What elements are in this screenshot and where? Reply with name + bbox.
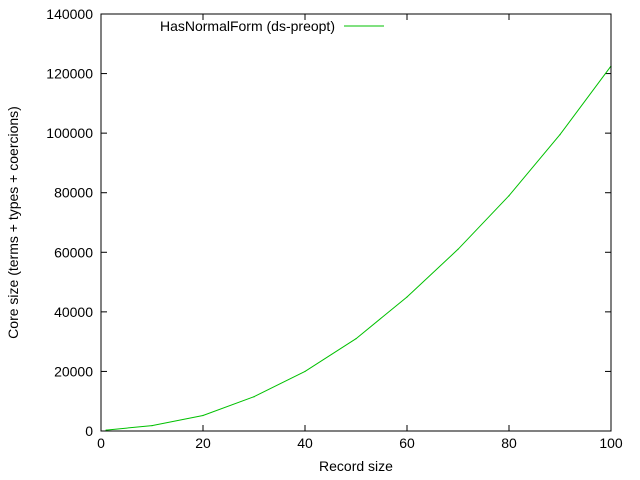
series-layer [105,65,612,431]
x-tick-label: 60 [399,435,415,451]
data-point [508,195,510,197]
data-point [202,414,204,417]
y-tick-label: 40000 [54,304,93,320]
data-point [304,370,306,373]
x-axis-label: Record size [319,458,393,474]
data-point [406,296,408,298]
data-point [457,248,459,250]
x-tick-label: 40 [297,435,313,451]
data-point [151,425,153,427]
axis-ticks [100,13,612,432]
legend: HasNormalForm (ds-preopt) [160,18,384,34]
y-tick-label: 0 [85,423,93,439]
y-tick-label: 140000 [46,6,93,22]
x-tick-label: 20 [195,435,211,451]
y-tick-label: 100000 [46,125,93,141]
data-point [253,396,255,398]
data-point [559,134,561,136]
x-tick-label: 100 [599,435,623,451]
series-line [106,65,612,431]
legend-label: HasNormalForm (ds-preopt) [160,18,335,34]
y-tick-label: 20000 [54,363,93,379]
y-axis-label: Core size (terms + types + coercions) [5,106,21,339]
data-point [355,338,357,340]
y-tick-label: 60000 [54,244,93,260]
x-tick-label: 0 [97,435,105,451]
x-tick-label: 80 [501,435,517,451]
y-tick-label: 80000 [54,185,93,201]
plot-area-border [100,13,612,432]
y-tick-label: 120000 [46,66,93,82]
axis-tick-labels: 0 20 40 60 80 100 0 20000 40000 60000 80000 100000 1… [46,6,623,451]
data-point [105,429,107,431]
